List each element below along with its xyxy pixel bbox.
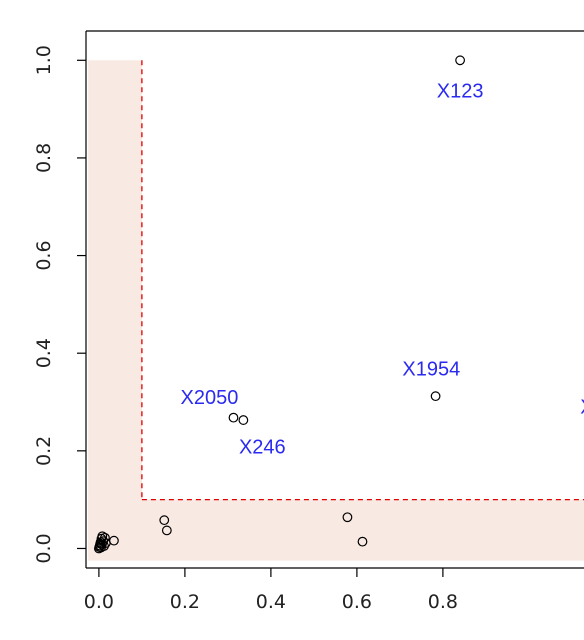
- threshold-lines: [141, 60, 584, 501]
- shade-vertical: [88, 60, 142, 549]
- data-point: [159, 515, 170, 526]
- y-tick-label: 0.8: [33, 143, 55, 173]
- y-tick-label: 1.0: [33, 45, 55, 75]
- y-tick-label: 0.0: [33, 533, 55, 563]
- data-point: [430, 391, 441, 402]
- annotation-labels: X123 X1954 X2050 X246 X: [180, 80, 584, 458]
- y-tick-label: 0.2: [33, 436, 55, 466]
- data-point: [357, 536, 368, 547]
- x-tick-label: 0.4: [256, 591, 286, 613]
- points-layer: [93, 55, 466, 554]
- data-point: [455, 55, 466, 66]
- x-tick-label: 0.2: [170, 591, 200, 613]
- data-point: [161, 525, 172, 536]
- data-point: [100, 532, 110, 543]
- data-point: [238, 415, 249, 425]
- y-tick-label: 0.4: [33, 338, 55, 368]
- data-point: [342, 512, 353, 523]
- x-tick-label: 0.8: [428, 591, 458, 613]
- data-point: [228, 412, 239, 423]
- x-tick-label: 0.6: [342, 591, 372, 613]
- shaded-region: [88, 60, 584, 561]
- point-label: X123: [437, 80, 484, 102]
- x-tick-label: 0.0: [84, 591, 114, 613]
- axes: 0.0 0.2 0.4 0.6 0.8 0.0 0.2 0.4 0.6 0.8 1.0: [33, 30, 584, 613]
- point-label: X1954: [402, 359, 460, 381]
- data-point: [109, 535, 119, 546]
- point-label: X2050: [180, 387, 238, 409]
- point-label: X246: [239, 437, 286, 459]
- point-label: X: [580, 397, 584, 419]
- y-tick-label: 0.6: [33, 240, 55, 270]
